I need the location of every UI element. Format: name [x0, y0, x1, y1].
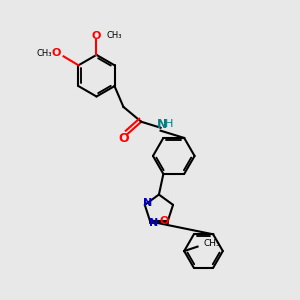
Text: O: O	[159, 217, 169, 226]
Text: N: N	[148, 218, 158, 228]
Text: O: O	[118, 132, 129, 145]
Text: H: H	[165, 119, 174, 129]
Text: CH₃: CH₃	[203, 239, 220, 248]
Text: O: O	[92, 31, 101, 40]
Text: N: N	[157, 118, 167, 131]
Text: CH₃: CH₃	[37, 49, 52, 58]
Text: O: O	[52, 48, 61, 59]
Text: CH₃: CH₃	[107, 31, 122, 40]
Text: N: N	[142, 198, 152, 208]
